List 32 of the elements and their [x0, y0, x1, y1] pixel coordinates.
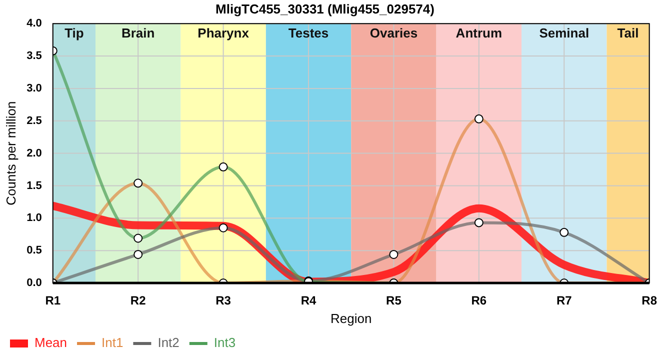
x-tick-label: R3: [216, 294, 232, 308]
x-tick-label: R6: [471, 294, 487, 308]
band-label: Testes: [288, 26, 329, 41]
band-label: Tip: [64, 26, 84, 41]
legend-label: Int2: [158, 335, 180, 350]
y-tick-label: 1.5: [26, 180, 42, 192]
y-tick-label: 2.5: [26, 114, 42, 127]
band-label: Brain: [121, 26, 155, 41]
x-axis-title: Region: [330, 310, 372, 326]
x-tick-label: R7: [556, 294, 572, 308]
x-tick-label: R5: [386, 294, 402, 308]
y-tick-label: 2.0: [26, 147, 42, 160]
band-label: Ovaries: [370, 26, 418, 41]
band-label: Tail: [617, 26, 639, 41]
band-label: Seminal: [539, 26, 590, 41]
y-tick-label: 3.5: [26, 50, 42, 62]
y-axis-title: Counts per million: [3, 101, 18, 206]
y-tick-label: 1.0: [26, 212, 42, 224]
legend-label: Int1: [102, 335, 124, 350]
band-label: Antrum: [456, 26, 502, 41]
band-label: Pharynx: [198, 26, 250, 41]
x-tick-label: R1: [45, 294, 61, 308]
x-tick-label: R4: [300, 294, 316, 308]
y-tick-label: 0.0: [26, 277, 42, 290]
x-tick-label: R8: [642, 294, 658, 308]
legend-label: Int3: [214, 335, 236, 350]
y-tick-label: 0.5: [26, 244, 42, 257]
x-tick-label: R2: [130, 294, 146, 308]
legend-label: Mean: [34, 335, 68, 350]
y-tick-label: 3.0: [26, 82, 42, 94]
chart-title: MligTC455_30331 (Mlig455_029574): [216, 1, 434, 16]
y-tick-label: 4.0: [26, 18, 42, 30]
